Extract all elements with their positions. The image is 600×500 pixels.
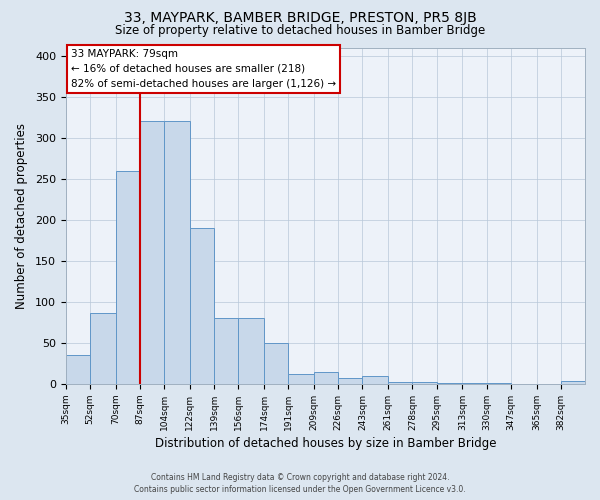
- Bar: [140, 122, 164, 384]
- Bar: [314, 372, 338, 384]
- Bar: [190, 228, 214, 384]
- Bar: [238, 318, 264, 384]
- Bar: [463, 383, 487, 384]
- Bar: [90, 312, 116, 384]
- Bar: [388, 382, 412, 384]
- Text: 33 MAYPARK: 79sqm
← 16% of detached houses are smaller (218)
82% of semi-detache: 33 MAYPARK: 79sqm ← 16% of detached hous…: [71, 49, 336, 89]
- Bar: [66, 355, 90, 384]
- X-axis label: Distribution of detached houses by size in Bamber Bridge: Distribution of detached houses by size …: [155, 437, 496, 450]
- Bar: [362, 376, 388, 384]
- Bar: [214, 318, 238, 384]
- Text: Contains HM Land Registry data © Crown copyright and database right 2024.
Contai: Contains HM Land Registry data © Crown c…: [134, 472, 466, 494]
- Bar: [437, 383, 463, 384]
- Bar: [338, 378, 362, 384]
- Bar: [289, 374, 314, 384]
- Bar: [164, 122, 190, 384]
- Text: 33, MAYPARK, BAMBER BRIDGE, PRESTON, PR5 8JB: 33, MAYPARK, BAMBER BRIDGE, PRESTON, PR5…: [124, 11, 476, 25]
- Bar: [412, 382, 437, 384]
- Bar: [116, 170, 140, 384]
- Y-axis label: Number of detached properties: Number of detached properties: [15, 122, 28, 308]
- Bar: [561, 382, 585, 384]
- Text: Size of property relative to detached houses in Bamber Bridge: Size of property relative to detached ho…: [115, 24, 485, 37]
- Bar: [264, 343, 289, 384]
- Bar: [487, 383, 511, 384]
